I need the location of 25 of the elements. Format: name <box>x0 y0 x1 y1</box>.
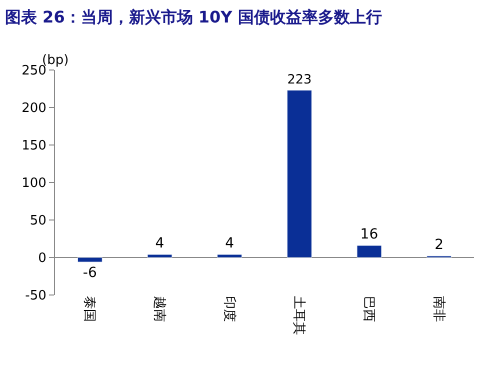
data-label: 223 <box>287 72 312 88</box>
bar <box>147 254 172 258</box>
y-tick-label: 50 <box>30 214 46 229</box>
chart-title: 图表 26：当周，新兴市场 10Y 国债收益率多数上行 <box>4 7 382 26</box>
x-tick-label: 泰国 <box>82 296 97 322</box>
y-tick-label: 0 <box>38 251 46 266</box>
data-label: 4 <box>155 236 164 252</box>
bar <box>286 90 312 258</box>
y-tick-label: 200 <box>22 101 46 116</box>
x-tick-label: 土耳其 <box>291 296 306 335</box>
x-tick-label: 越南 <box>152 296 167 322</box>
data-label: 16 <box>360 226 378 242</box>
data-label: 2 <box>434 237 444 253</box>
data-label: -6 <box>82 265 97 281</box>
y-tick-label: 100 <box>22 176 46 192</box>
x-tick-label: 南非 <box>430 296 446 322</box>
y-tick-label: 150 <box>22 138 46 154</box>
bar <box>77 257 102 262</box>
data-label: 4 <box>225 236 234 252</box>
y-tick-label: -50 <box>25 288 46 304</box>
x-tick-label: 巴西 <box>361 296 376 322</box>
bar <box>356 245 382 258</box>
bar <box>217 254 242 258</box>
y-tick-label: 250 <box>22 64 46 79</box>
x-tick-label: 印度 <box>221 296 238 322</box>
